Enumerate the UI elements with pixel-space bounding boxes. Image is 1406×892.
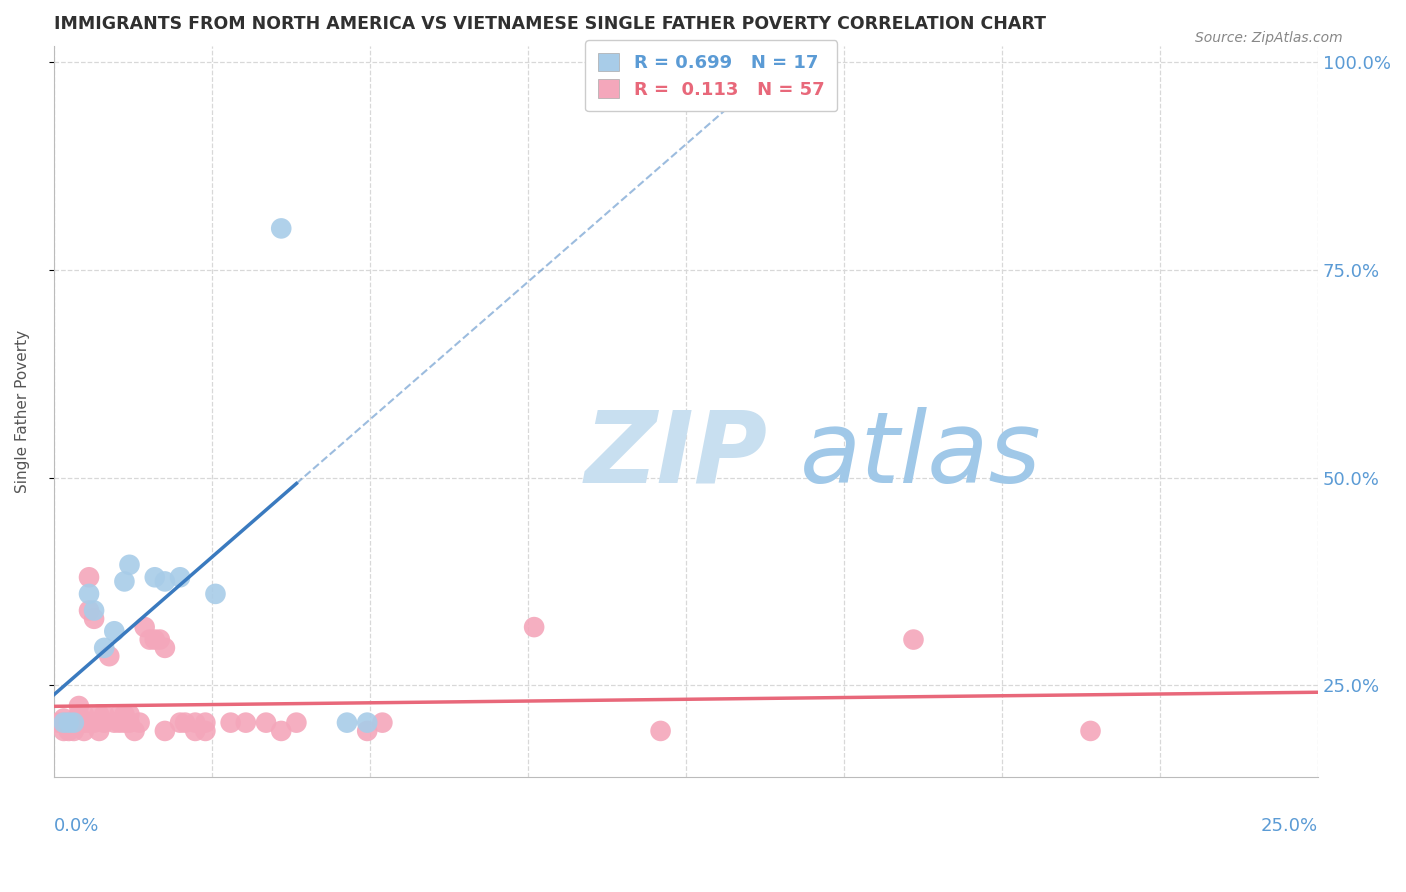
Text: 25.0%: 25.0%: [1261, 817, 1319, 835]
Point: [112, 715, 135, 730]
Point: [143, 632, 166, 647]
Point: [138, 632, 160, 647]
Point: [89, 707, 111, 722]
Point: [169, 570, 191, 584]
Point: [124, 723, 146, 738]
Point: [174, 715, 197, 730]
Point: [523, 620, 546, 634]
Point: [112, 574, 135, 589]
Point: [67, 707, 90, 722]
Point: [118, 558, 141, 572]
Point: [58, 715, 80, 730]
Point: [194, 715, 217, 730]
Point: [103, 715, 125, 730]
Point: [149, 632, 172, 647]
Point: [1080, 723, 1102, 738]
Point: [58, 715, 80, 730]
Y-axis label: Single Father Poverty: Single Father Poverty: [15, 329, 30, 492]
Point: [675, 71, 697, 86]
Point: [118, 707, 141, 722]
Point: [270, 221, 292, 235]
Point: [89, 723, 111, 738]
Point: [903, 632, 925, 647]
Point: [52, 715, 75, 730]
Point: [112, 707, 135, 722]
Point: [356, 723, 378, 738]
Point: [63, 715, 86, 730]
Point: [83, 612, 105, 626]
Point: [52, 711, 75, 725]
Point: [108, 715, 131, 730]
Point: [93, 640, 115, 655]
Point: [371, 715, 394, 730]
Point: [169, 715, 191, 730]
Point: [63, 715, 86, 730]
Point: [73, 723, 96, 738]
Legend: R = 0.699   N = 17, R =  0.113   N = 57: R = 0.699 N = 17, R = 0.113 N = 57: [585, 40, 837, 112]
Point: [93, 715, 115, 730]
Point: [77, 587, 100, 601]
Point: [73, 707, 96, 722]
Point: [128, 715, 150, 730]
Point: [93, 707, 115, 722]
Point: [254, 715, 277, 730]
Point: [67, 715, 90, 730]
Point: [108, 707, 131, 722]
Point: [118, 715, 141, 730]
Text: atlas: atlas: [800, 407, 1042, 503]
Text: IMMIGRANTS FROM NORTH AMERICA VS VIETNAMESE SINGLE FATHER POVERTY CORRELATION CH: IMMIGRANTS FROM NORTH AMERICA VS VIETNAM…: [53, 15, 1046, 33]
Point: [52, 715, 75, 730]
Point: [52, 723, 75, 738]
Point: [77, 570, 100, 584]
Point: [63, 723, 86, 738]
Point: [356, 715, 378, 730]
Point: [73, 715, 96, 730]
Point: [336, 715, 359, 730]
Point: [48, 715, 70, 730]
Point: [184, 715, 207, 730]
Point: [153, 723, 176, 738]
Point: [83, 603, 105, 617]
Point: [143, 570, 166, 584]
Point: [67, 699, 90, 714]
Text: 0.0%: 0.0%: [53, 817, 98, 835]
Point: [153, 574, 176, 589]
Point: [650, 723, 672, 738]
Point: [77, 603, 100, 617]
Point: [103, 624, 125, 639]
Point: [204, 587, 226, 601]
Text: Source: ZipAtlas.com: Source: ZipAtlas.com: [1195, 31, 1343, 45]
Point: [285, 715, 308, 730]
Text: ZIP: ZIP: [585, 407, 768, 503]
Point: [153, 640, 176, 655]
Point: [219, 715, 242, 730]
Point: [134, 620, 156, 634]
Point: [184, 723, 207, 738]
Point: [270, 723, 292, 738]
Point: [235, 715, 257, 730]
Point: [77, 715, 100, 730]
Point: [83, 715, 105, 730]
Point: [194, 723, 217, 738]
Point: [98, 649, 121, 664]
Point: [58, 723, 80, 738]
Point: [624, 71, 647, 86]
